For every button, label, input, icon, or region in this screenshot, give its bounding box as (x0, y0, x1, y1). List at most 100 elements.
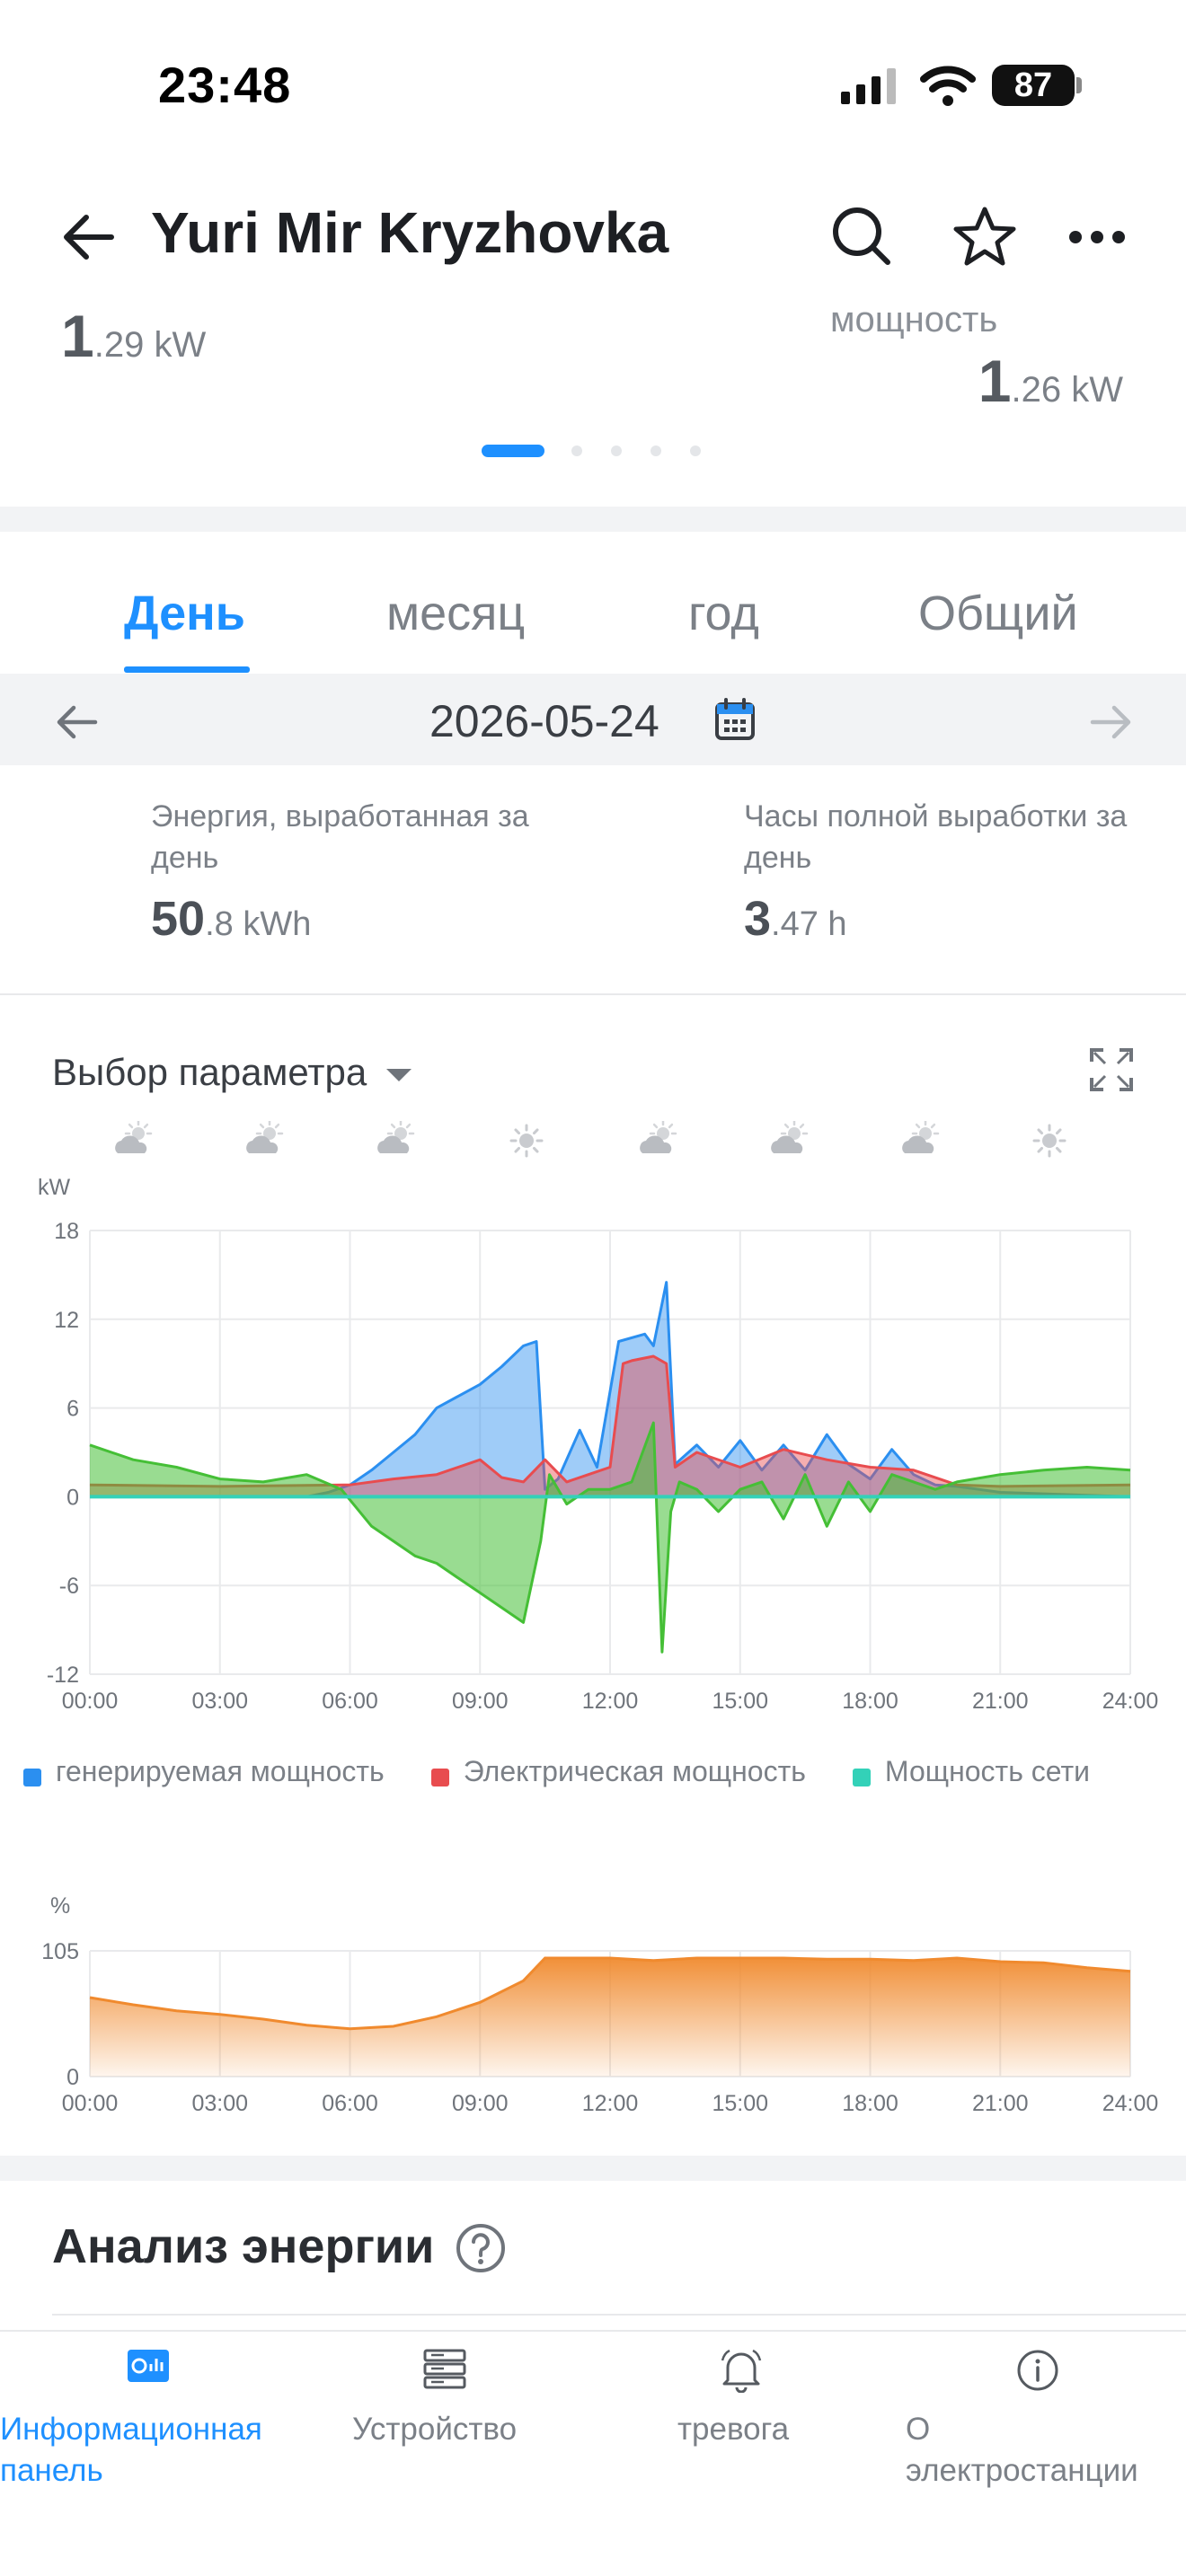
soc-area (90, 1958, 1130, 2077)
y-axis-unit: kW (38, 1175, 71, 1200)
y-tick-label: 105 (41, 1939, 79, 1964)
divider (52, 2314, 1186, 2316)
device-server-icon (423, 2349, 466, 2389)
prev-date-arrow-icon[interactable] (54, 702, 99, 742)
cellular-signal-icon (841, 68, 896, 104)
help-icon[interactable] (455, 2222, 507, 2274)
soc-y-axis-unit: % (50, 1893, 70, 1919)
page-dot (651, 446, 661, 456)
battery-tip (1076, 77, 1082, 93)
stat-label: Часы полной выработки за (744, 799, 1128, 834)
status-time: 23:48 (158, 57, 292, 113)
x-tick-label: 00:00 (62, 1689, 119, 1714)
tab-month[interactable]: месяц (386, 587, 526, 640)
page-dot (571, 446, 582, 456)
date-bar (0, 674, 1186, 765)
x-tick-label: 12:00 (582, 1689, 639, 1714)
legend-swatch (852, 1768, 871, 1786)
legend-swatch (23, 1768, 41, 1786)
series-grid-line (89, 1421, 1131, 1654)
stat-value: 50.8 kWh (151, 892, 312, 946)
x-tick-label: 18:00 (842, 2091, 898, 2116)
weather-row (0, 1121, 1186, 1166)
sun-icon (1032, 1124, 1067, 1158)
section-divider (0, 2156, 1186, 2181)
star-icon[interactable] (952, 205, 1017, 268)
nav-label: панель (0, 2453, 103, 2488)
legend-item-generation[interactable]: генерируемая мощность (23, 1755, 385, 1788)
bell-icon (721, 2349, 762, 2393)
wifi-icon (920, 66, 976, 106)
chart-legend: генерируемая мощность Электрическая мощн… (23, 1755, 1186, 1800)
divider (0, 993, 1186, 995)
more-options-icon[interactable] (1067, 228, 1127, 246)
y-tick-label: 0 (66, 1485, 79, 1510)
y-tick-label: 0 (66, 2065, 79, 2090)
series-generation-line (90, 1281, 1131, 1498)
fullscreen-icon[interactable] (1089, 1047, 1134, 1092)
page-dot-active (482, 445, 544, 457)
dashboard-icon (128, 2350, 169, 2382)
info-icon (1017, 2350, 1058, 2391)
stat-label: день (151, 841, 219, 875)
calendar-icon[interactable] (713, 697, 757, 742)
soc-line (89, 1956, 1131, 2031)
partly-cloudy-icon (771, 1121, 809, 1153)
nav-label: тревога (677, 2412, 790, 2447)
battery-soc-chart: % 00:00 03:00 06:00 09:00 12:00 15:00 18:00 21:… (41, 1893, 1158, 2116)
x-tick-label: 15:00 (712, 2091, 768, 2116)
x-tick-label: 21:00 (972, 1689, 1029, 1714)
x-tick-label: 03:00 (191, 2091, 248, 2116)
battery-indicator: 87 (992, 65, 1075, 106)
dropdown-caret-icon (385, 1068, 412, 1081)
x-tick-label: 12:00 (582, 2091, 639, 2116)
y-tick-label: 6 (66, 1397, 79, 1422)
x-tick-label: 21:00 (972, 2091, 1029, 2116)
nav-label: Информационная (0, 2412, 262, 2447)
y-tick-label: 12 (54, 1308, 79, 1333)
stat-label: Энергия, выработанная за (151, 799, 529, 834)
x-tick-label: 00:00 (62, 2091, 119, 2116)
tab-total[interactable]: Общий (918, 587, 1078, 640)
nav-label: Устройство (352, 2412, 518, 2447)
next-date-arrow-icon[interactable] (1089, 702, 1134, 742)
nav-label: О (906, 2412, 931, 2447)
energy-analysis-title: Анализ энергии (52, 2219, 435, 2273)
x-tick-label: 09:00 (452, 1689, 509, 1714)
x-tick-label: 18:00 (842, 1689, 898, 1714)
page-dot (611, 446, 622, 456)
stat-value: 3.47 h (744, 892, 847, 946)
x-tick-label: 06:00 (322, 1689, 378, 1714)
tab-underline (124, 666, 250, 673)
partly-cloudy-icon (377, 1121, 415, 1153)
current-power-left: 1.29 kW (61, 303, 207, 369)
legend-item-grid[interactable]: Мощность сети (852, 1755, 1090, 1788)
power-label: мощность (830, 300, 998, 340)
legend-item-consumption[interactable]: Электрическая мощность (430, 1755, 806, 1788)
x-tick-label: 24:00 (1102, 1689, 1159, 1714)
back-arrow-icon[interactable] (59, 210, 117, 264)
page-dot (690, 446, 701, 456)
series-generation-area (90, 1282, 1130, 1497)
series-consumption-line (89, 1354, 1131, 1488)
page-title: Yuri Mir Kryzhovka (151, 200, 669, 265)
tab-year[interactable]: год (688, 587, 759, 640)
tab-day[interactable]: День (124, 587, 245, 640)
nav-label: электростанции (906, 2453, 1138, 2488)
series-consumption-area (90, 1356, 1130, 1497)
y-tick-label: -12 (47, 1663, 79, 1688)
sun-icon (509, 1124, 544, 1158)
stat-full-load-hours: Часы полной выработки за день 3.47 h (744, 796, 1186, 947)
partly-cloudy-icon (902, 1121, 940, 1153)
x-tick-label: 09:00 (452, 2091, 509, 2116)
x-tick-label: 06:00 (322, 2091, 378, 2116)
partly-cloudy-icon (246, 1121, 284, 1153)
y-tick-label: -6 (59, 1574, 79, 1599)
date-text[interactable]: 2026-05-24 (429, 696, 659, 746)
x-tick-label: 03:00 (191, 1689, 248, 1714)
search-icon[interactable] (830, 205, 893, 268)
partly-cloudy-icon (640, 1121, 677, 1153)
current-power-right: 1.26 kW (978, 348, 1123, 414)
parameter-select[interactable]: Выбор параметра (52, 1051, 413, 1094)
partly-cloudy-icon (115, 1121, 153, 1153)
